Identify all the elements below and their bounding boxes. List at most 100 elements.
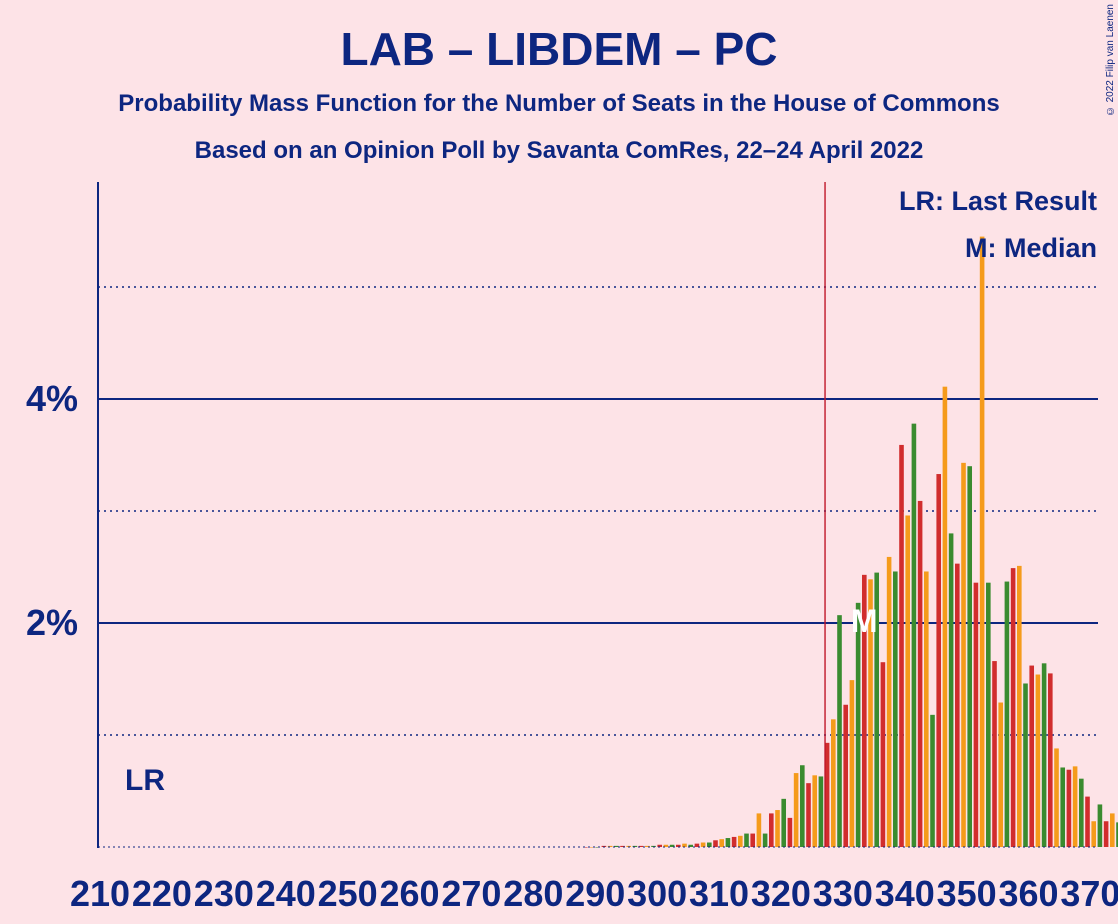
x-tick-label: 360 (999, 873, 1059, 914)
bar (725, 838, 731, 847)
bar (787, 817, 793, 847)
bar (707, 842, 712, 847)
x-tick-label: 270 (441, 873, 501, 914)
chart-subtitle: Probability Mass Function for the Number… (118, 90, 1000, 117)
bar (676, 844, 681, 847)
median-marker: M (851, 603, 878, 639)
bar (589, 847, 594, 848)
bar (620, 845, 625, 847)
bar (936, 474, 942, 847)
x-tick-label: 370 (1060, 873, 1118, 914)
x-tick-label: 250 (318, 873, 378, 914)
bar (1054, 748, 1059, 847)
bar (632, 845, 638, 847)
labels: LR: Last Result M: Median LR 210 220 230 24… (70, 186, 1118, 914)
bar (651, 845, 656, 847)
bar (645, 845, 650, 847)
bar (1035, 674, 1041, 847)
bar (992, 661, 997, 847)
bar (855, 602, 861, 847)
x-tick-label: 350 (937, 873, 997, 914)
bar (750, 833, 756, 847)
bar (1048, 673, 1053, 847)
bar (849, 680, 855, 847)
bar (719, 839, 725, 847)
bar (1066, 769, 1072, 847)
bar (1091, 821, 1097, 847)
bar (843, 704, 849, 847)
x-tick-label: 280 (503, 873, 563, 914)
bar (731, 836, 737, 847)
bar (583, 847, 588, 848)
gridlines: 2% 4% (26, 286, 1098, 736)
bar (762, 833, 768, 847)
bar (831, 719, 836, 847)
bar (874, 572, 880, 847)
bar (595, 847, 601, 848)
bar (1097, 804, 1103, 847)
bar (942, 386, 948, 847)
chart-title: LAB – LIBDEM – PC (340, 23, 778, 75)
x-tick-label: 220 (132, 873, 192, 914)
bar (744, 833, 749, 847)
x-tick-label: 330 (813, 873, 873, 914)
bar (930, 714, 935, 847)
bars: M (583, 182, 1118, 848)
chart-source-line: Based on an Opinion Poll by Savanta ComR… (194, 137, 924, 164)
bar (955, 563, 960, 847)
bar (1116, 822, 1118, 847)
bar (663, 844, 669, 847)
bar (626, 845, 632, 847)
bar (979, 236, 985, 848)
bar (1085, 796, 1090, 847)
bar (614, 845, 619, 847)
bar (986, 582, 991, 847)
x-tick-label: 300 (627, 873, 687, 914)
x-tick-label: 290 (565, 873, 625, 914)
last-result-label: LR (125, 764, 165, 797)
bar (601, 845, 607, 847)
bar (1103, 821, 1109, 847)
bar (824, 742, 830, 847)
bar (818, 776, 824, 847)
bar (893, 571, 898, 847)
bar (998, 702, 1004, 847)
bar (781, 798, 787, 847)
bar (800, 765, 805, 847)
bar (638, 845, 644, 847)
bar (837, 615, 842, 847)
x-tick-label: 340 (875, 873, 935, 914)
bar (1060, 767, 1066, 847)
x-tick-label: 240 (256, 873, 316, 914)
bar (1041, 663, 1047, 847)
bar (917, 500, 923, 847)
bar (868, 579, 873, 847)
bar (961, 462, 966, 847)
bar (793, 773, 799, 847)
bar (967, 466, 973, 847)
bar (911, 423, 917, 847)
bar (812, 775, 818, 847)
bar (694, 843, 700, 847)
y-tick-label: 4% (26, 378, 78, 419)
bar (1072, 766, 1078, 847)
bar (1004, 581, 1010, 847)
x-tick-label: 260 (380, 873, 440, 914)
bar (756, 813, 762, 847)
bar (886, 556, 892, 847)
y-tick-label: 2% (26, 602, 78, 643)
x-tick-label: 320 (751, 873, 811, 914)
bar (899, 444, 904, 847)
bar (948, 533, 954, 847)
bar (862, 574, 867, 847)
bar (1017, 565, 1022, 847)
bar (682, 843, 687, 847)
bar (1079, 778, 1084, 847)
bar (924, 571, 929, 847)
bar (607, 845, 613, 847)
bar (657, 844, 663, 847)
bar (1110, 813, 1115, 847)
bar (769, 813, 774, 847)
bar (1023, 683, 1028, 847)
